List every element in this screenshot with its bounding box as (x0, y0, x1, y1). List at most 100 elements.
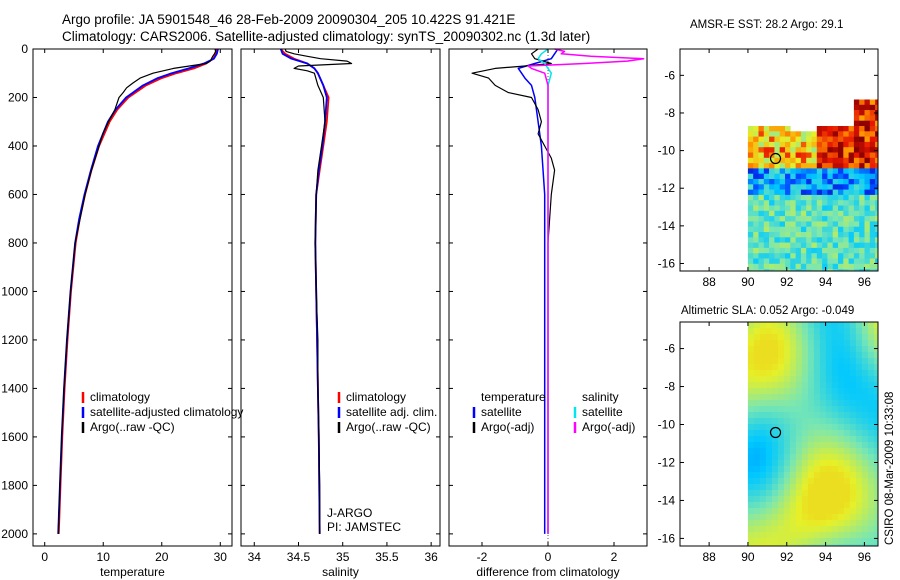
sst-grid-cell (800, 173, 807, 180)
sla-grid-cell (861, 358, 869, 365)
sst-grid-cell (753, 269, 759, 272)
sst-grid-cell (838, 258, 844, 265)
sla-grid-cell (873, 472, 879, 479)
sst-grid-cell (806, 258, 812, 265)
sla-grid-cell (759, 460, 767, 467)
sla-grid-cell (831, 442, 839, 449)
sla-grid-cell (843, 520, 851, 527)
sst-grid-cell (763, 247, 770, 254)
sla-grid-cell (783, 388, 791, 395)
sla-grid-cell (759, 484, 767, 491)
sla-grid-cell (753, 412, 761, 419)
sst-grid-cell (816, 216, 823, 222)
sla-grid-cell (795, 394, 803, 401)
sst-grid-cell (827, 168, 833, 174)
x-tick-label: 10 (97, 550, 111, 564)
sla-grid-cell (843, 430, 851, 437)
sla-grid-cell (795, 484, 803, 491)
sst-grid-cell (816, 184, 823, 190)
sla-grid-cell (783, 412, 791, 419)
sst-grid-cell (838, 237, 844, 243)
sla-grid-cell (801, 502, 809, 509)
legend-entry-temperature: climatology (90, 390, 150, 404)
sst-grid-cell (875, 242, 879, 249)
sla-grid-cell (861, 382, 869, 389)
sla-grid-cell (759, 514, 767, 521)
sla-grid-cell (777, 328, 785, 335)
sst-grid-cell (853, 221, 860, 227)
sst-grid-cell (864, 136, 871, 143)
sst-grid-cell (869, 253, 876, 259)
sla-grid-cell (837, 334, 845, 341)
sst-grid-cell (774, 226, 780, 233)
series-line-temperature-0 (57, 49, 218, 534)
sla-grid-cell (807, 478, 815, 485)
annotation-program: J-ARGO (327, 506, 372, 520)
sla-grid-cell (807, 496, 815, 503)
sla-grid-cell (771, 430, 779, 437)
sst-grid-cell (848, 232, 855, 238)
sla-grid-cell (855, 436, 863, 443)
sst-grid-cell (832, 189, 839, 196)
map-y-tick-label: -6 (664, 342, 675, 356)
sla-grid-cell (861, 484, 869, 491)
sst-grid-cell (832, 173, 839, 180)
sst-grid-cell (843, 152, 849, 159)
sst-grid-cell (859, 184, 865, 190)
sst-grid-cell (827, 200, 833, 206)
sla-grid-cell (837, 322, 845, 329)
sla-grid-cell (837, 424, 845, 431)
sla-grid-cell (813, 376, 821, 383)
sla-grid-cell (759, 346, 767, 353)
sst-grid-cell (774, 210, 780, 217)
sla-grid-cell (807, 490, 815, 497)
sst-grid-cell (795, 247, 802, 254)
sla-grid-cell (837, 484, 845, 491)
sst-grid-cell (853, 237, 860, 243)
sst-grid-cell (864, 179, 871, 185)
sst-grid-cell (853, 99, 860, 106)
sla-grid-cell (825, 526, 833, 533)
sst-grid-cell (827, 194, 833, 201)
sla-grid-cell (861, 526, 869, 533)
sla-grid-cell (801, 484, 809, 491)
sla-grid-cell (813, 322, 821, 329)
map-x-tick-label: 90 (741, 550, 755, 564)
sla-grid-cell (801, 340, 809, 347)
sst-grid-cell (758, 205, 765, 212)
y-tick-label: 800 (8, 236, 28, 250)
sst-grid-cell (853, 120, 860, 127)
sst-grid-cell (795, 269, 802, 272)
sst-grid-cell (864, 152, 871, 159)
sst-grid-cell (779, 232, 786, 238)
sla-grid-cell (789, 328, 797, 335)
sla-grid-cell (807, 538, 815, 545)
sla-grid-cell (831, 436, 839, 443)
x-tick-label: 30 (214, 550, 228, 564)
sla-grid-cell (777, 514, 785, 521)
sst-grid-cell (747, 237, 754, 243)
sla-grid-cell (795, 334, 803, 341)
sst-grid-cell (785, 131, 791, 137)
sla-grid-cell (753, 520, 761, 527)
series-line-difference-0 (517, 48, 559, 534)
map-x-tick-label: 94 (819, 550, 833, 564)
sst-grid-cell (747, 200, 754, 206)
x-tick-label: 36 (424, 550, 438, 564)
sla-grid-cell (819, 406, 827, 413)
map-panel-amsr_sst: 88 90 92 94 96-6-8-10-12-14-16 (658, 48, 879, 289)
sla-grid-cell (795, 454, 803, 461)
sst-grid-cell (869, 269, 876, 272)
sst-grid-cell (816, 253, 823, 259)
sst-grid-cell (774, 163, 780, 169)
sla-grid-cell (753, 448, 761, 455)
sla-grid-cell (807, 460, 815, 467)
sst-grid-cell (864, 253, 871, 259)
sst-grid-cell (875, 120, 879, 127)
sst-grid-cell (800, 247, 807, 254)
sst-grid-cell (747, 263, 754, 270)
sla-grid-cell (759, 538, 767, 545)
sla-grid-cell (831, 352, 839, 359)
series-line-difference-3 (527, 48, 645, 534)
sst-grid-cell (806, 205, 812, 212)
